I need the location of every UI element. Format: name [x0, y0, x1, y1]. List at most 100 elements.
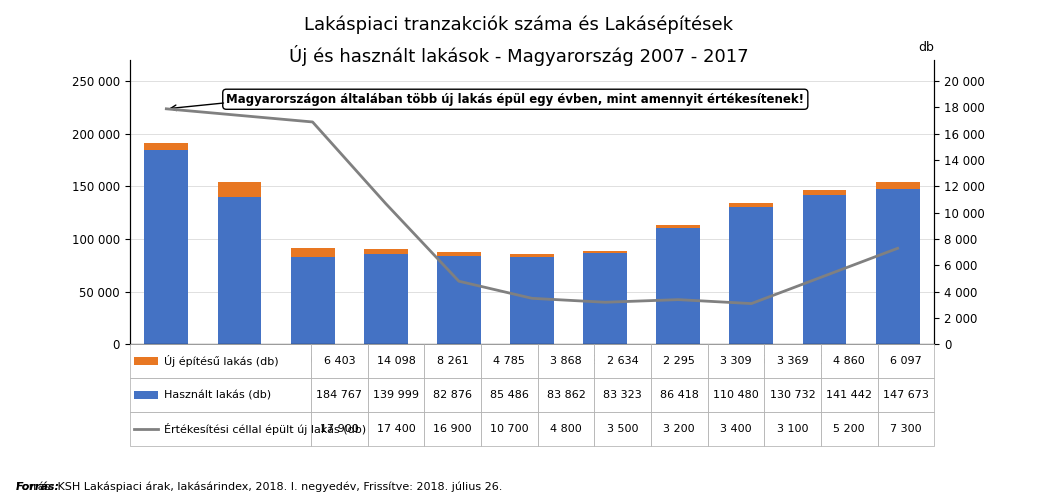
Text: 4 800: 4 800 — [550, 424, 582, 434]
FancyBboxPatch shape — [708, 344, 764, 378]
Bar — [363, 255, 408, 344]
FancyBboxPatch shape — [651, 344, 708, 378]
Text: 3 309: 3 309 — [720, 356, 752, 366]
FancyBboxPatch shape — [708, 378, 764, 412]
Text: 82 876: 82 876 — [433, 390, 472, 400]
Text: 4 860: 4 860 — [834, 356, 865, 366]
FancyBboxPatch shape — [481, 378, 538, 412]
FancyBboxPatch shape — [595, 378, 651, 412]
Bar — [510, 257, 554, 344]
Text: 2 634: 2 634 — [607, 356, 638, 366]
Text: 17 900: 17 900 — [320, 424, 359, 434]
Text: 3 400: 3 400 — [720, 424, 752, 434]
Text: 14 098: 14 098 — [377, 356, 415, 366]
FancyBboxPatch shape — [311, 412, 367, 446]
FancyBboxPatch shape — [821, 378, 877, 412]
Text: 83 862: 83 862 — [547, 390, 585, 400]
FancyBboxPatch shape — [130, 412, 311, 446]
FancyBboxPatch shape — [764, 344, 821, 378]
FancyBboxPatch shape — [821, 412, 877, 446]
Bar — [656, 224, 701, 228]
Bar — [510, 254, 554, 257]
Bar — [730, 203, 773, 207]
Bar — [291, 248, 334, 257]
Text: 2 295: 2 295 — [663, 356, 695, 366]
FancyBboxPatch shape — [651, 378, 708, 412]
Text: 3 369: 3 369 — [776, 356, 809, 366]
FancyBboxPatch shape — [311, 378, 367, 412]
Text: 3 200: 3 200 — [663, 424, 695, 434]
Text: 8 261: 8 261 — [437, 356, 468, 366]
FancyBboxPatch shape — [367, 412, 425, 446]
Text: Magyarországon általában több új lakás épül egy évben, mint amennyit értékesíten: Magyarországon általában több új lakás é… — [226, 93, 804, 106]
FancyBboxPatch shape — [877, 344, 934, 378]
Text: Értékesítési céllal épült új lakás (db): Értékesítési céllal épült új lakás (db) — [164, 423, 366, 435]
Bar — [437, 256, 481, 344]
FancyBboxPatch shape — [130, 378, 311, 412]
Bar — [802, 195, 846, 344]
FancyBboxPatch shape — [367, 344, 425, 378]
Bar — [134, 357, 158, 365]
FancyBboxPatch shape — [425, 412, 481, 446]
Text: 6 097: 6 097 — [890, 356, 922, 366]
Text: 147 673: 147 673 — [883, 390, 929, 400]
FancyBboxPatch shape — [595, 344, 651, 378]
FancyBboxPatch shape — [877, 378, 934, 412]
Text: 16 900: 16 900 — [433, 424, 472, 434]
Bar — [144, 150, 188, 344]
FancyBboxPatch shape — [877, 412, 934, 446]
FancyBboxPatch shape — [538, 344, 595, 378]
FancyBboxPatch shape — [764, 378, 821, 412]
Bar — [363, 249, 408, 255]
Text: Lakáspiaci tranzakciók száma és Lakásépítések: Lakáspiaci tranzakciók száma és Lakásépí… — [304, 15, 734, 34]
Text: 3 500: 3 500 — [607, 424, 638, 434]
FancyBboxPatch shape — [481, 344, 538, 378]
Text: 85 486: 85 486 — [490, 390, 528, 400]
Text: 110 480: 110 480 — [713, 390, 759, 400]
Text: 4 785: 4 785 — [493, 356, 525, 366]
Bar — [583, 251, 627, 254]
FancyBboxPatch shape — [708, 412, 764, 446]
Bar — [876, 182, 920, 189]
FancyBboxPatch shape — [764, 412, 821, 446]
Text: 7 300: 7 300 — [890, 424, 922, 434]
FancyBboxPatch shape — [538, 412, 595, 446]
Text: 5 200: 5 200 — [834, 424, 865, 434]
Text: Új és használt lakások - Magyarország 2007 - 2017: Új és használt lakások - Magyarország 20… — [290, 45, 748, 66]
Text: 141 442: 141 442 — [826, 390, 872, 400]
Text: Forrás: KSH Lakáspiaci árak, lakásárindex, 2018. I. negyedév, Frissítve: 2018. j: Forrás: KSH Lakáspiaci árak, lakásárinde… — [16, 481, 502, 492]
FancyBboxPatch shape — [481, 412, 538, 446]
Text: db: db — [919, 42, 934, 55]
Bar — [218, 182, 262, 197]
FancyBboxPatch shape — [311, 344, 367, 378]
FancyBboxPatch shape — [425, 344, 481, 378]
FancyBboxPatch shape — [821, 344, 877, 378]
Text: 139 999: 139 999 — [373, 390, 419, 400]
FancyBboxPatch shape — [130, 344, 311, 378]
Bar — [583, 254, 627, 344]
Bar — [144, 143, 188, 150]
Text: 86 418: 86 418 — [660, 390, 699, 400]
FancyBboxPatch shape — [595, 412, 651, 446]
Text: Használt lakás (db): Használt lakás (db) — [164, 390, 272, 400]
Text: Forrás:: Forrás: — [16, 482, 59, 492]
Bar — [730, 207, 773, 344]
Text: 130 732: 130 732 — [770, 390, 816, 400]
Bar — [218, 197, 262, 344]
FancyBboxPatch shape — [538, 378, 595, 412]
Bar — [656, 228, 701, 344]
Text: 184 767: 184 767 — [317, 390, 362, 400]
Text: 83 323: 83 323 — [603, 390, 641, 400]
Bar — [437, 252, 481, 256]
Bar — [802, 190, 846, 195]
FancyBboxPatch shape — [425, 378, 481, 412]
Text: Új építésű lakás (db): Új építésű lakás (db) — [164, 355, 279, 367]
Bar — [134, 391, 158, 399]
Text: 10 700: 10 700 — [490, 424, 528, 434]
FancyBboxPatch shape — [367, 378, 425, 412]
Text: 17 400: 17 400 — [377, 424, 415, 434]
Bar — [876, 189, 920, 344]
FancyBboxPatch shape — [651, 412, 708, 446]
Text: 3 868: 3 868 — [550, 356, 582, 366]
Text: 6 403: 6 403 — [324, 356, 355, 366]
